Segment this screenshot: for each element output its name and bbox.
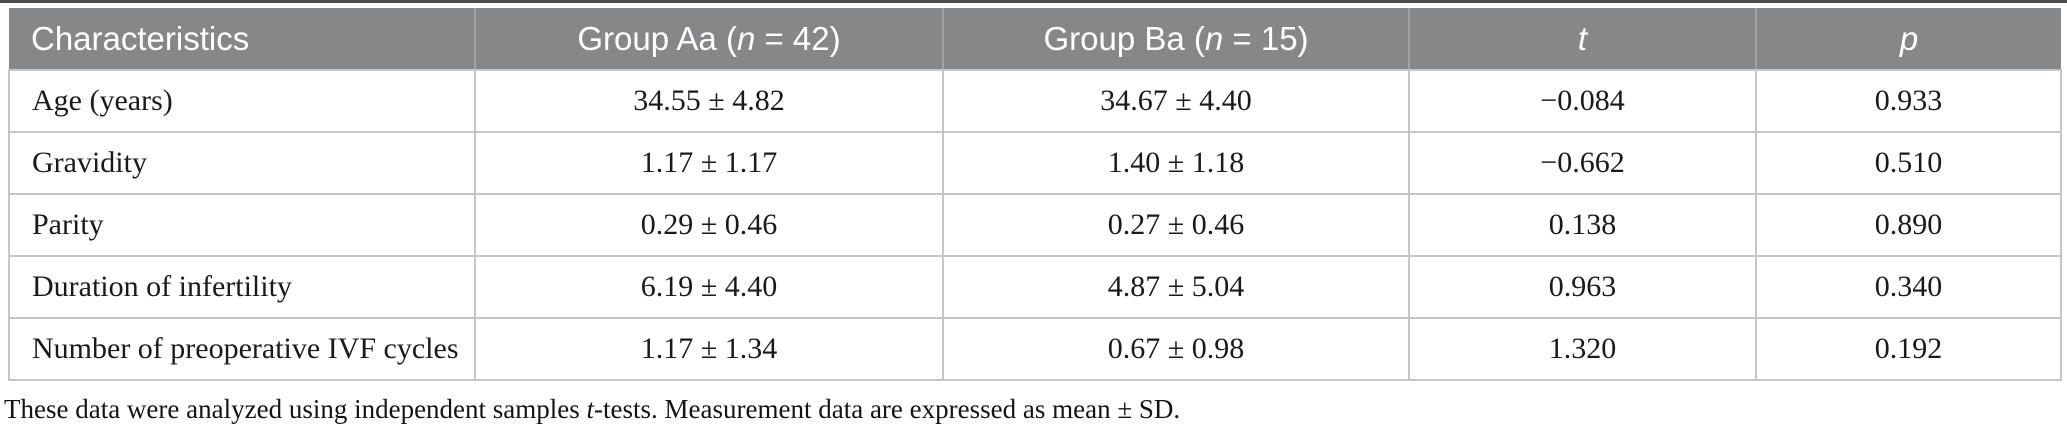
- table-row: Duration of infertility 6.19 ± 4.40 4.87…: [8, 255, 2062, 319]
- cell-t-value: 0.963: [1408, 255, 1757, 319]
- cell-group-a-value: 1.17 ± 1.17: [474, 131, 944, 195]
- cell-characteristic: Gravidity: [8, 131, 476, 195]
- cell-group-b-value: 34.67 ± 4.40: [942, 69, 1410, 133]
- column-header-group-a: Group Aa (n = 42): [475, 8, 944, 71]
- header-italic-t: t: [1577, 19, 1588, 57]
- table-row: Number of preoperative IVF cycles 1.17 ±…: [8, 317, 2062, 381]
- baseline-characteristics-table: Characteristics Group Aa (n = 42) Group …: [8, 8, 2062, 381]
- column-header-characteristics: Characteristics: [9, 8, 476, 71]
- cell-group-b-value: 0.67 ± 0.98: [942, 317, 1410, 381]
- cell-group-b-value: 1.40 ± 1.18: [942, 131, 1410, 195]
- footnote-text-part: These data were analyzed using independe…: [4, 394, 587, 424]
- header-italic-n: n: [736, 19, 756, 57]
- header-text-part: = 15): [1223, 19, 1309, 57]
- table-row: Gravidity 1.17 ± 1.17 1.40 ± 1.18 −0.662…: [8, 131, 2062, 195]
- cell-t-value: 0.138: [1408, 193, 1757, 257]
- table-footnote: These data were analyzed using independe…: [4, 394, 2067, 425]
- column-header-group-b: Group Ba (n = 15): [943, 8, 1410, 71]
- cell-group-b-value: 0.27 ± 0.46: [942, 193, 1410, 257]
- cell-group-a-value: 1.17 ± 1.34: [474, 317, 944, 381]
- header-row: Characteristics Group Aa (n = 42) Group …: [9, 8, 2061, 71]
- cell-p-value: 0.890: [1755, 193, 2062, 257]
- cell-t-value: 1.320: [1408, 317, 1757, 381]
- footnote-text-part: -tests. Measurement data are expressed a…: [594, 394, 1181, 424]
- table-header: Characteristics Group Aa (n = 42) Group …: [9, 8, 2061, 71]
- cell-group-a-value: 6.19 ± 4.40: [474, 255, 944, 319]
- header-italic-p: p: [1899, 19, 1919, 57]
- cell-t-value: −0.084: [1408, 69, 1757, 133]
- cell-p-value: 0.192: [1755, 317, 2062, 381]
- cell-characteristic: Duration of infertility: [8, 255, 476, 319]
- footnote-italic-t: t: [586, 394, 595, 424]
- table-row: Age (years) 34.55 ± 4.82 34.67 ± 4.40 −0…: [8, 69, 2062, 133]
- column-header-t-statistic: t: [1409, 8, 1757, 71]
- cell-t-value: −0.662: [1408, 131, 1757, 195]
- table-row: Parity 0.29 ± 0.46 0.27 ± 0.46 0.138 0.8…: [8, 193, 2062, 257]
- header-italic-n: n: [1204, 19, 1224, 57]
- cell-group-b-value: 4.87 ± 5.04: [942, 255, 1410, 319]
- cell-characteristic: Number of preoperative IVF cycles: [8, 317, 476, 381]
- cell-p-value: 0.933: [1755, 69, 2062, 133]
- cell-p-value: 0.340: [1755, 255, 2062, 319]
- cell-group-a-value: 0.29 ± 0.46: [474, 193, 944, 257]
- header-text-part: = 42): [755, 19, 841, 57]
- column-header-p-value: p: [1756, 8, 2061, 71]
- cell-group-a-value: 34.55 ± 4.82: [474, 69, 944, 133]
- header-label: Characteristics: [31, 19, 250, 57]
- header-text-part: Group Ba (: [1043, 19, 1205, 57]
- header-text-part: Group Aa (: [577, 19, 737, 57]
- cell-p-value: 0.510: [1755, 131, 2062, 195]
- table-body: Age (years) 34.55 ± 4.82 34.67 ± 4.40 −0…: [8, 69, 2062, 381]
- table-top-rule: [0, 0, 2067, 3]
- cell-characteristic: Age (years): [8, 69, 476, 133]
- cell-characteristic: Parity: [8, 193, 476, 257]
